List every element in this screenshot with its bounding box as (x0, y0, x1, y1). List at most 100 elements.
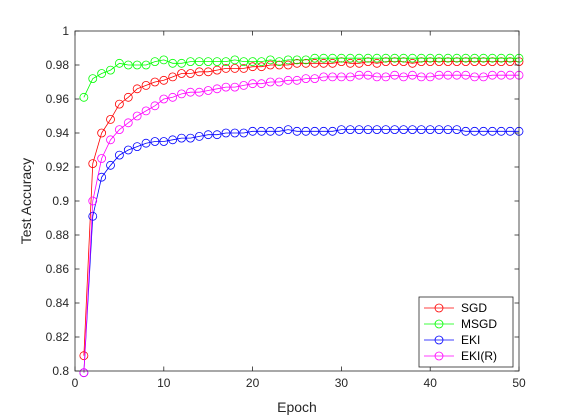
data-point (452, 57, 462, 66)
data-point (328, 126, 337, 136)
data-point (186, 87, 195, 97)
data-point (132, 84, 142, 94)
data-point (97, 69, 107, 78)
data-point (212, 84, 222, 94)
data-point (239, 57, 249, 66)
data-point (363, 53, 373, 63)
data-point (283, 55, 293, 65)
data-point (399, 125, 408, 135)
data-point (505, 57, 515, 66)
data-point (319, 126, 329, 136)
data-point (257, 126, 266, 136)
data-point (212, 130, 222, 140)
data-point (230, 82, 240, 92)
legend-marker (434, 319, 444, 329)
data-point (186, 69, 195, 78)
data-point (408, 125, 417, 135)
data-point (416, 125, 426, 135)
data-point (390, 53, 400, 63)
data-point (115, 125, 124, 135)
data-point (123, 145, 133, 155)
data-point (203, 86, 213, 95)
legend-label: MSGD (461, 317, 497, 331)
y-tick-label: 0.94 (46, 126, 70, 140)
data-point (328, 58, 337, 68)
data-point (487, 57, 497, 66)
data-point (115, 150, 124, 160)
data-point (141, 138, 151, 148)
data-point (399, 53, 408, 63)
series-line (83, 129, 519, 373)
data-point (203, 57, 213, 66)
data-point (150, 137, 160, 146)
data-point (301, 58, 311, 68)
data-point (408, 53, 417, 63)
data-point (345, 58, 355, 68)
data-point (177, 133, 186, 143)
data-point (248, 79, 258, 89)
data-point (292, 58, 302, 68)
series-sgd (79, 57, 524, 361)
data-point (363, 70, 373, 80)
x-tick-label: 0 (72, 376, 79, 390)
data-point (194, 67, 204, 77)
data-point (292, 126, 302, 136)
data-point (496, 53, 506, 63)
data-point (123, 60, 133, 70)
data-point (159, 137, 169, 146)
data-point (274, 126, 284, 136)
data-point (186, 133, 195, 143)
data-point (345, 72, 355, 82)
legend-entry: MSGD (424, 317, 497, 331)
data-point (390, 57, 400, 66)
data-point (461, 126, 471, 136)
data-point (132, 111, 142, 121)
data-point (310, 58, 320, 68)
y-tick-label: 0.82 (46, 330, 70, 344)
y-tick-label: 0.88 (46, 228, 70, 242)
data-point (141, 60, 151, 70)
data-point (416, 72, 426, 82)
data-point (150, 101, 160, 111)
x-tick-label: 10 (157, 376, 171, 390)
data-point (425, 72, 435, 82)
data-point (310, 74, 320, 83)
data-point (194, 131, 204, 141)
data-point (239, 81, 249, 90)
y-axis-label: Test Accuracy (18, 158, 34, 244)
y-tick-label: 0.9 (52, 194, 69, 208)
data-point (470, 126, 480, 136)
data-point (283, 125, 293, 135)
data-point (354, 53, 364, 63)
data-point (487, 70, 497, 80)
data-point (168, 58, 178, 68)
legend-label: EKI(R) (461, 349, 497, 363)
legend: SGD MSGD EKI EKI(R) (418, 296, 514, 368)
y-tick-label: 0.8 (52, 364, 69, 378)
data-point (150, 77, 160, 87)
data-point (79, 92, 89, 102)
data-point (79, 368, 89, 378)
data-point (221, 128, 231, 138)
data-point (425, 53, 435, 63)
data-point (372, 72, 382, 82)
data-point (177, 58, 186, 68)
data-point (434, 70, 444, 80)
y-tick-label: 1 (62, 24, 69, 38)
data-point (123, 92, 133, 102)
data-point (106, 65, 115, 75)
data-point (443, 70, 453, 80)
data-point (239, 64, 249, 73)
data-point (168, 92, 178, 102)
data-point (301, 74, 311, 83)
legend-entry: EKI (424, 333, 480, 347)
ticks-layer: 0 10 20 30 40 50 0.8 0.82 0.84 0.86 0.88 0.9 0.92 0.9… (46, 24, 526, 390)
data-point (381, 57, 391, 66)
data-point (336, 53, 346, 63)
x-tick-label: 40 (424, 376, 438, 390)
series-line (83, 61, 519, 356)
data-point (443, 125, 453, 135)
data-point (452, 125, 462, 135)
data-point (97, 154, 107, 163)
data-point (372, 58, 382, 68)
